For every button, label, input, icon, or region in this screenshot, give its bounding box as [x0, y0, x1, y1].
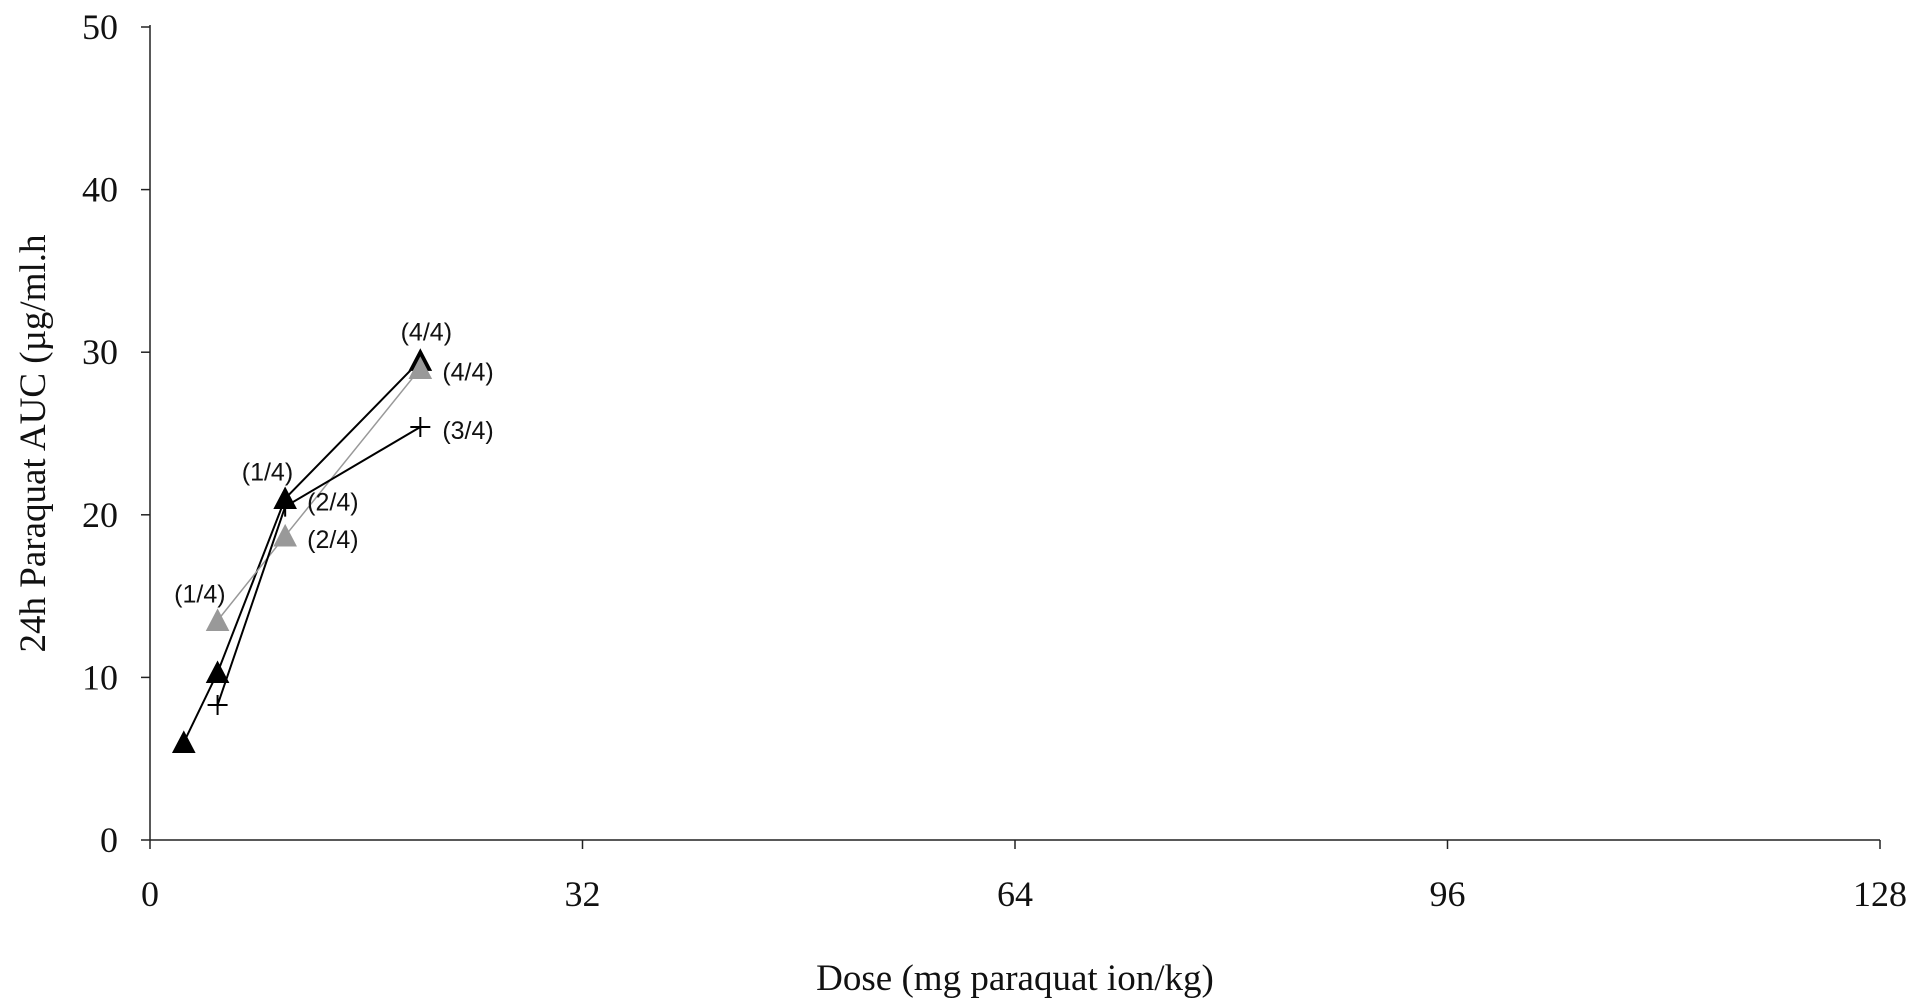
x-tick-label: 32 — [565, 874, 601, 914]
data-label: (3/4) — [442, 417, 493, 445]
x-tick-label: 128 — [1853, 874, 1907, 914]
x-axis-title: Dose (mg paraquat ion/kg) — [816, 958, 1214, 999]
data-label: (4/4) — [401, 318, 452, 346]
y-tick-label: 30 — [82, 332, 118, 372]
data-label: (4/4) — [442, 358, 493, 386]
data-label: (1/4) — [242, 459, 293, 487]
data-point — [275, 496, 296, 517]
x-tick-label: 96 — [1430, 874, 1466, 914]
y-tick-label: 0 — [100, 820, 118, 860]
series-layer — [171, 348, 433, 753]
data-label: (2/4) — [307, 489, 358, 517]
data-point — [410, 416, 431, 437]
data-point — [205, 660, 230, 684]
data-label: (2/4) — [307, 526, 358, 554]
data-point — [408, 356, 433, 379]
y-tick-label: 20 — [82, 495, 118, 535]
data-point — [205, 608, 230, 631]
data-point — [171, 730, 196, 753]
series-line — [182, 359, 422, 743]
data-point — [207, 695, 228, 716]
series-1 — [205, 356, 433, 631]
x-tick-label: 64 — [997, 874, 1033, 914]
y-tick-label: 50 — [82, 7, 118, 47]
x-tick-label: 0 — [141, 874, 159, 914]
data-point — [273, 523, 297, 547]
data-label: (1/4) — [174, 580, 225, 608]
y-axis-title: 24h Paraquat AUC (µg/ml.h — [13, 234, 54, 653]
y-tick-label: 10 — [82, 657, 118, 697]
annotation-layer: (1/4) (1/4) (2/4) (2/4) (4/4) (4/4) (3/4) — [174, 318, 494, 608]
axes: 0 10 20 30 40 50 0 32 64 96 128 — [82, 7, 1907, 914]
y-tick-label: 40 — [82, 170, 118, 210]
series-0 — [171, 348, 433, 753]
series-2 — [207, 416, 431, 716]
